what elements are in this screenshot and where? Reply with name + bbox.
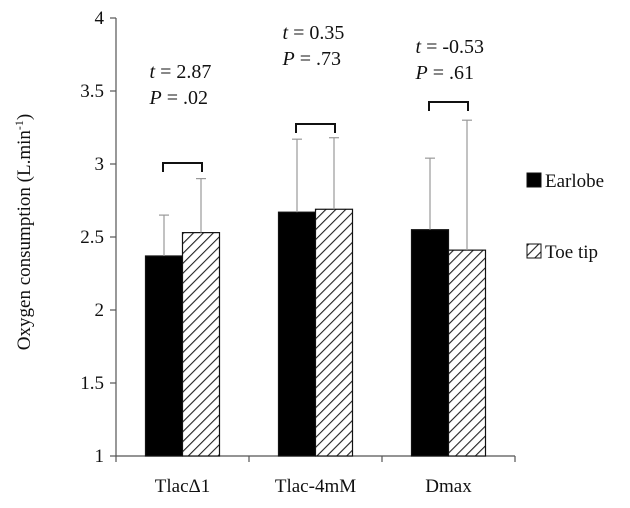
legend-label: Toe tip [545, 242, 598, 263]
significance-bracket [428, 101, 469, 111]
y-tick-label: 1.5 [80, 373, 104, 394]
legend-swatch [526, 172, 542, 188]
y-tick-label: 4 [95, 8, 105, 29]
significance-brackets [162, 101, 469, 172]
bar-toe-tip [181, 232, 221, 457]
legend-swatch [526, 243, 542, 259]
x-tick-label: TlacΔ1 [155, 476, 210, 497]
axes: 1 1.5 2 2.5 3 3.5 4 TlacΔ1 Tlac-4mM Dmax [80, 8, 516, 497]
error-bars [159, 119, 472, 256]
significance-bracket [295, 123, 336, 133]
bar-toe-tip [314, 208, 354, 457]
stat-annotations: t = 2.87 P = .02 t = 0.35 P = .73 t = -0.53 P… [149, 22, 485, 109]
p-value: P = .61 [415, 62, 475, 84]
p-value: P = .02 [149, 87, 209, 109]
t-statistic: t = 2.87 [150, 61, 212, 83]
x-tick-label: Tlac-4mM [275, 476, 356, 497]
legend: Earlobe Toe tip [526, 171, 604, 263]
significance-bracket [162, 162, 203, 172]
bar-earlobe [144, 255, 184, 457]
y-axis-label: Oxygen consumption (L.min-1) [12, 114, 35, 350]
legend-label: Earlobe [545, 171, 604, 192]
y-tick-label: 2 [95, 300, 105, 321]
y-tick-label: 3 [95, 154, 105, 175]
bar-earlobe [410, 229, 450, 457]
bars [144, 208, 487, 457]
p-value: P = .73 [282, 48, 342, 70]
bar-earlobe [277, 211, 317, 457]
y-tick-label: 1 [95, 446, 105, 467]
t-statistic: t = 0.35 [283, 22, 345, 44]
bar-toe-tip [447, 249, 487, 457]
t-statistic: t = -0.53 [416, 36, 485, 58]
x-tick-label: Dmax [425, 476, 472, 497]
y-tick-label: 2.5 [80, 227, 104, 248]
y-tick-label: 3.5 [80, 81, 104, 102]
